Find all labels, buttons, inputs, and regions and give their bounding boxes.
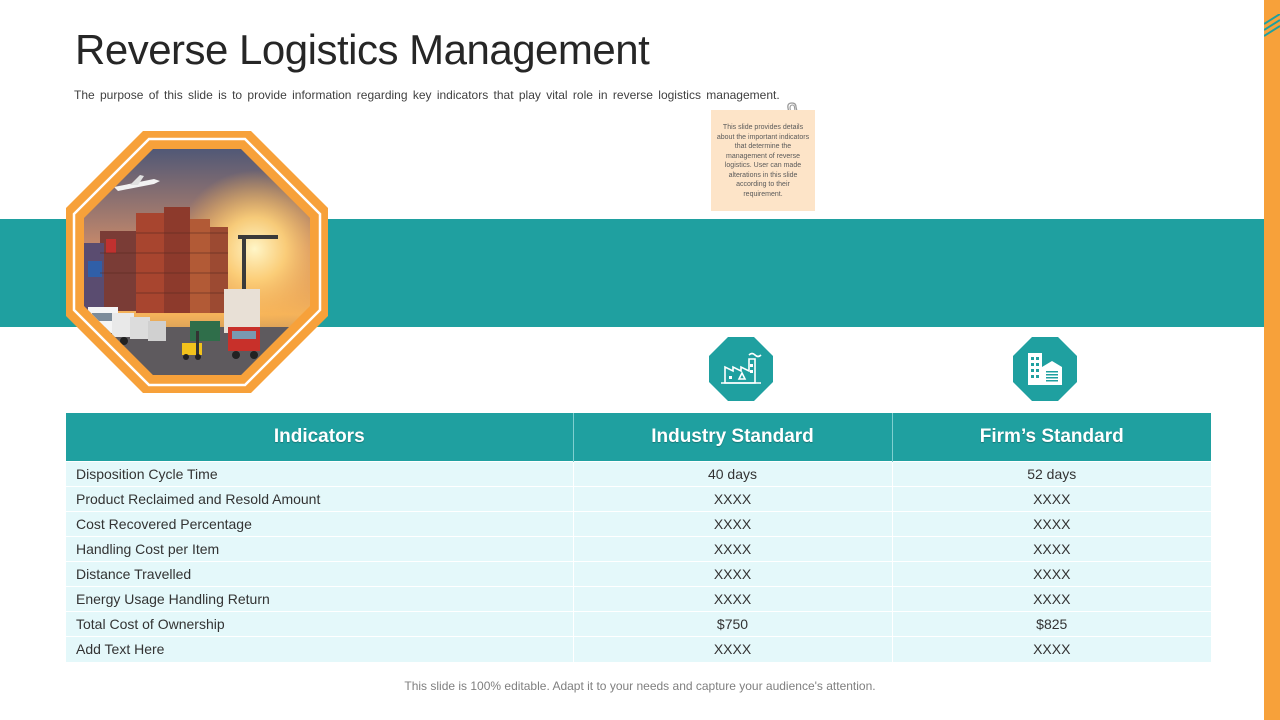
accent-stripes [1264, 14, 1280, 37]
indicator-cell: Total Cost of Ownership [66, 611, 574, 637]
table-row: Distance Travelled XXXX XXXX [66, 560, 1211, 587]
firm-value-cell: XXXX [892, 636, 1211, 662]
page-subtitle: The purpose of this slide is to provide … [74, 88, 780, 102]
industry-value-cell: XXXX [573, 535, 893, 562]
firm-value-cell: $825 [892, 611, 1211, 637]
header-firms-standard: Firm’s Standard [892, 413, 1211, 461]
firm-value-cell: 52 days [892, 460, 1211, 487]
industry-value-cell: XXXX [573, 560, 893, 587]
firm-value-cell: XXXX [892, 510, 1211, 537]
table-row: Cost Recovered Percentage XXXX XXXX [66, 510, 1211, 537]
office-building-icon [1013, 337, 1077, 401]
indicator-cell: Distance Travelled [66, 560, 574, 587]
industry-value-cell: 40 days [573, 460, 893, 487]
sticky-note: This slide provides details about the im… [711, 110, 815, 211]
firm-value-cell: XXXX [892, 560, 1211, 587]
firm-value-cell: XXXX [892, 485, 1211, 512]
industry-value-cell: XXXX [573, 585, 893, 612]
header-industry-standard: Industry Standard [573, 413, 893, 461]
logistics-photo [66, 131, 328, 393]
factory-icon [709, 337, 773, 401]
industry-value-cell: XXXX [573, 510, 893, 537]
header-indicators: Indicators [66, 413, 574, 461]
table-row: Energy Usage Handling Return XXXX XXXX [66, 585, 1211, 612]
firm-value-cell: XXXX [892, 535, 1211, 562]
indicators-table: Indicators Industry Standard Firm’s Stan… [66, 413, 1211, 662]
page-title: Reverse Logistics Management [75, 26, 650, 73]
industry-value-cell: XXXX [573, 485, 893, 512]
firm-value-cell: XXXX [892, 585, 1211, 612]
table-row: Product Reclaimed and Resold Amount XXXX… [66, 485, 1211, 512]
indicator-cell: Handling Cost per Item [66, 535, 574, 562]
paperclip-icon [787, 102, 799, 119]
industry-value-cell: $750 [573, 611, 893, 637]
indicator-cell: Add Text Here [66, 636, 574, 662]
table-row: Total Cost of Ownership $750 $825 [66, 611, 1211, 637]
indicator-cell: Disposition Cycle Time [66, 460, 574, 487]
table-row: Handling Cost per Item XXXX XXXX [66, 535, 1211, 562]
table-row: Disposition Cycle Time 40 days 52 days [66, 460, 1211, 487]
industry-value-cell: XXXX [573, 636, 893, 662]
indicator-cell: Cost Recovered Percentage [66, 510, 574, 537]
footer-note: This slide is 100% editable. Adapt it to… [404, 679, 876, 693]
indicator-cell: Energy Usage Handling Return [66, 585, 574, 612]
table-header-row: Indicators Industry Standard Firm’s Stan… [66, 413, 1211, 461]
table-row: Add Text Here XXXX XXXX [66, 636, 1211, 662]
indicator-cell: Product Reclaimed and Resold Amount [66, 485, 574, 512]
right-accent-bar [1264, 0, 1280, 720]
